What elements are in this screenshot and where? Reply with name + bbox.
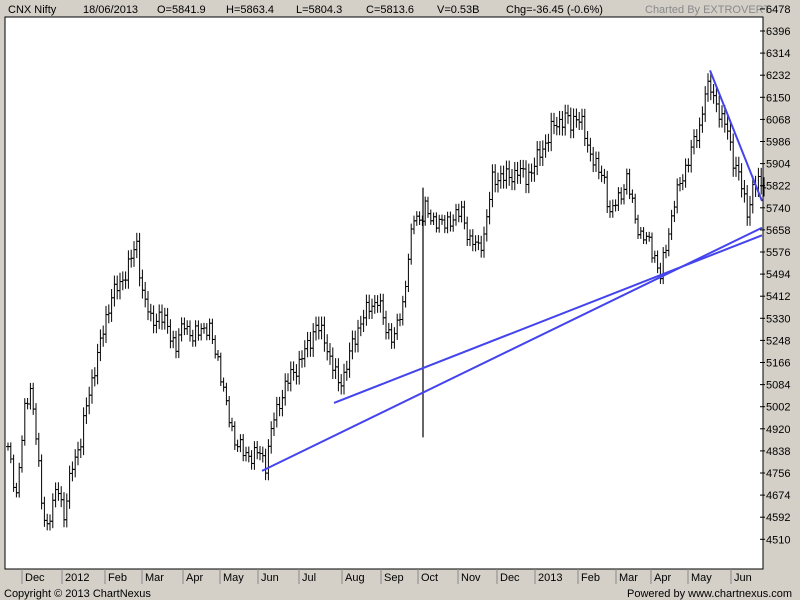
y-tick-label: 4510 (766, 534, 790, 546)
x-tick-label: Sep (384, 572, 404, 584)
y-tick-label: 5002 (766, 402, 790, 414)
credit-label: Charted By EXTROVERT (645, 4, 770, 16)
x-tick-label: Jun (734, 572, 752, 584)
x-tick-label: Feb (108, 572, 127, 584)
y-tick-label: 5166 (766, 358, 790, 370)
y-tick-label: 5084 (766, 380, 790, 392)
y-tick-label: 5330 (766, 313, 790, 325)
x-tick-label: Dec (500, 572, 520, 584)
date-label: 18/06/2013 (83, 4, 138, 16)
trendline (709, 69, 763, 202)
x-tick-label: Jun (261, 572, 279, 584)
y-tick-label: 6396 (766, 26, 790, 38)
powered-by-label: Powered by www.chartnexus.com (627, 588, 792, 600)
x-tick-label: 2012 (65, 572, 89, 584)
y-tick-label: 4756 (766, 468, 790, 480)
y-tick-label: 5904 (766, 159, 790, 171)
trendline (333, 234, 763, 404)
close-label: C=5813.6 (366, 4, 414, 16)
x-tick-label: Mar (145, 572, 164, 584)
y-tick-label: 4674 (766, 490, 790, 502)
y-tick-label: 5248 (766, 335, 790, 347)
volume-label: V=0.53B (437, 4, 480, 16)
y-tick-label: 5658 (766, 225, 790, 237)
y-tick-label: 6478 (766, 4, 790, 16)
y-tick-label: 4592 (766, 512, 790, 524)
y-tick-label: 5494 (766, 269, 790, 281)
x-tick-label: Aug (345, 572, 365, 584)
y-tick-label: 4838 (766, 446, 790, 458)
y-tick-label: 6314 (766, 48, 790, 60)
plot-area (4, 16, 764, 570)
open-label: O=5841.9 (157, 4, 206, 16)
x-tick-label: 2013 (538, 572, 562, 584)
trendlines (261, 69, 763, 472)
x-tick-label: Jul (302, 572, 316, 584)
chart-header: CNX Nifty 18/06/2013 O=5841.9 H=5863.4 L… (8, 4, 770, 16)
high-label: H=5863.4 (226, 4, 274, 16)
copyright-label: Copyright © 2013 ChartNexus (4, 588, 151, 600)
y-tick-label: 5740 (766, 203, 790, 215)
y-tick-label: 5986 (766, 137, 790, 149)
chart-footer: Copyright © 2013 ChartNexus Powered by w… (4, 588, 792, 600)
x-tick-label: May (223, 572, 244, 584)
symbol-label: CNX Nifty (8, 4, 57, 16)
x-tick-label: Nov (461, 572, 481, 584)
low-label: L=5804.3 (296, 4, 342, 16)
x-tick-label: Feb (581, 572, 600, 584)
x-tick-label: May (691, 572, 712, 584)
y-tick-label: 6150 (766, 92, 790, 104)
x-tick-label: Apr (654, 572, 671, 584)
x-tick-label: Dec (25, 572, 45, 584)
change-label: Chg=-36.45 (-0.6%) (506, 4, 603, 16)
x-axis: Dec 2012 Feb Mar Apr May Jun Jul Aug Sep Oct Nov Dec… (21, 569, 752, 584)
y-tick-label: 4920 (766, 424, 790, 436)
x-tick-label: Mar (619, 572, 638, 584)
price-bars (6, 73, 766, 531)
y-tick-label: 5576 (766, 247, 790, 259)
y-tick-label: 6232 (766, 70, 790, 82)
x-tick-label: Oct (421, 572, 438, 584)
y-axis: 4510 4592 4674 4756 4838 4920 5002 5084 5166 5248… (760, 4, 790, 569)
y-tick-label: 5822 (766, 181, 790, 193)
y-tick-label: 5412 (766, 291, 790, 303)
y-tick-label: 6068 (766, 114, 790, 126)
x-tick-label: Apr (186, 572, 203, 584)
